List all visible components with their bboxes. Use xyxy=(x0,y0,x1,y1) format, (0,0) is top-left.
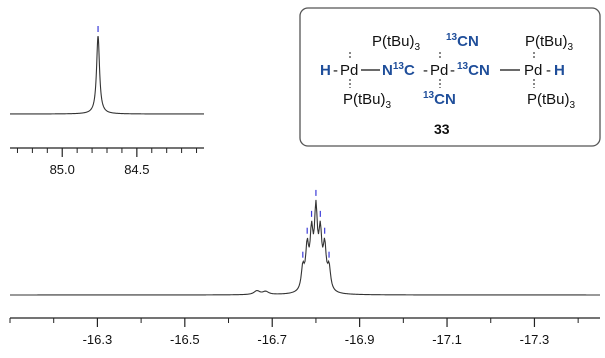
right-hydride: H xyxy=(554,62,565,79)
left-pd: Pd xyxy=(340,62,358,79)
bottom-left-ligand: P(tBu)3 xyxy=(343,91,392,111)
inset-trace xyxy=(10,35,204,115)
main-tick-label: -16.9 xyxy=(345,332,375,347)
main-tick-label: -16.5 xyxy=(170,332,200,347)
compound-number: 33 xyxy=(434,121,450,137)
main-spectrum: -16.3 -16.5 -16.7 -16.9 -17.1 -17.3 xyxy=(9,189,600,347)
main-axis-ticks: -16.3 -16.5 -16.7 -16.9 -17.1 -17.3 xyxy=(9,318,579,347)
center-dash-right: - xyxy=(450,62,455,79)
main-trace xyxy=(10,199,600,296)
main-peak-markers xyxy=(302,189,330,258)
bottom-right-ligand: P(tBu)3 xyxy=(527,91,576,111)
inset-tick-label: 84.5 xyxy=(124,162,149,177)
isocyanide-n13c: N13C xyxy=(382,61,415,79)
left-hydride: H xyxy=(320,62,331,79)
right-dash: - xyxy=(546,62,551,79)
main-tick-label: -17.1 xyxy=(432,332,462,347)
main-tick-label: -16.3 xyxy=(83,332,113,347)
center-dash-left: - xyxy=(423,62,428,79)
center-pd: Pd xyxy=(430,62,448,79)
structure-frame xyxy=(299,7,601,147)
inset-axis-ticks: 85.0 84.5 xyxy=(16,148,198,177)
top-cn-ligand: 13CN xyxy=(446,32,479,50)
inset-spectrum: 85.0 84.5 xyxy=(10,26,204,177)
main-tick-label: -16.7 xyxy=(257,332,287,347)
left-dash: - xyxy=(333,62,338,79)
inset-tick-label: 85.0 xyxy=(50,162,75,177)
top-right-ligand: P(tBu)3 xyxy=(525,33,574,53)
main-tick-label: -17.3 xyxy=(520,332,550,347)
structure-box: P(tBu)3 13CN P(tBu)3 H - Pd N13C - Pd - … xyxy=(299,7,601,147)
top-left-ligand: P(tBu)3 xyxy=(372,33,421,53)
bottom-cn-ligand: 13CN xyxy=(423,90,456,108)
cyanide-13cn: 13CN xyxy=(457,61,490,79)
right-pd: Pd xyxy=(524,62,542,79)
